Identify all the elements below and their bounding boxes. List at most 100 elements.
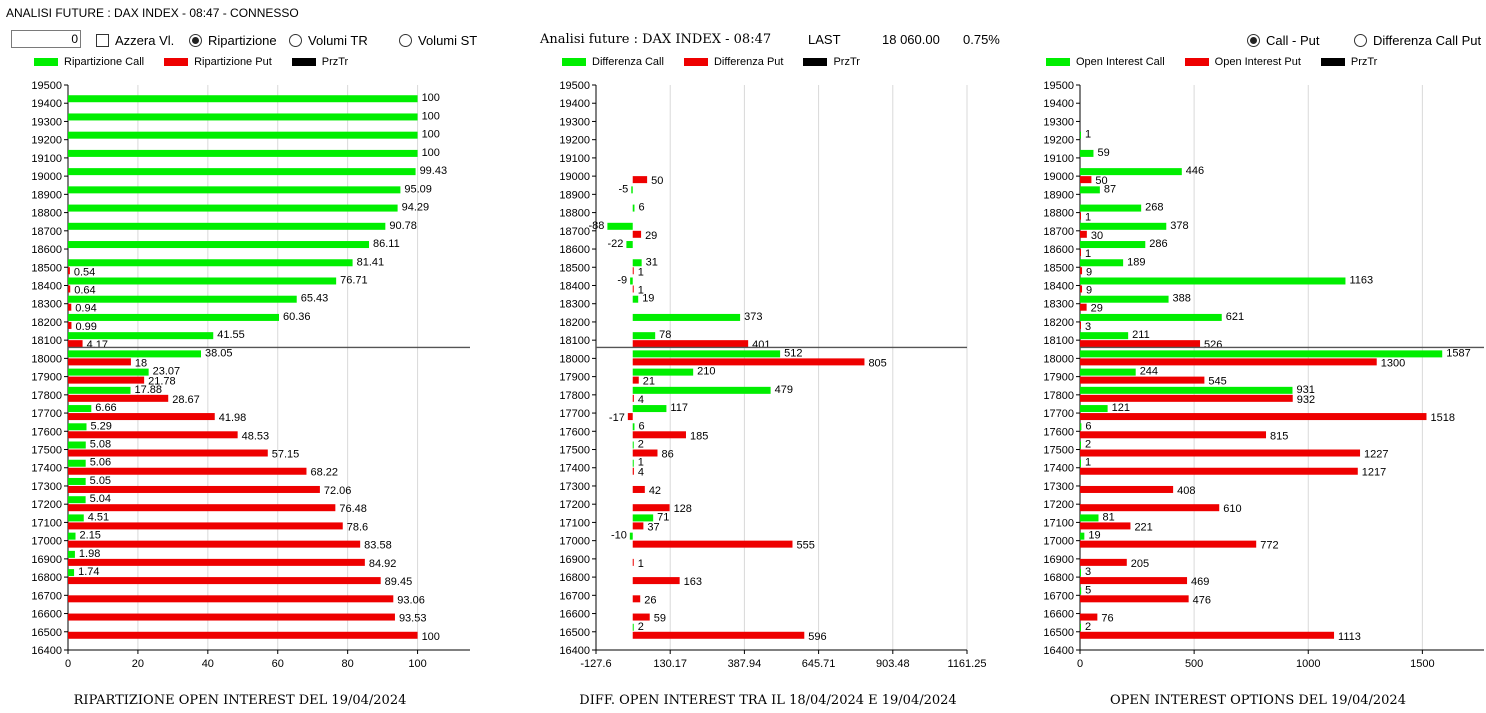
radio-diff-call-put[interactable]: Differenza Call Put	[1354, 33, 1481, 48]
put-bar	[632, 522, 644, 530]
y-tick-label: 17300	[559, 481, 590, 493]
put-value-label: 41.98	[219, 412, 247, 424]
put-value-label: 805	[868, 357, 886, 369]
legend-swatch-put	[1184, 58, 1209, 66]
put-value-label: 526	[1204, 339, 1222, 351]
y-tick-label: 16400	[31, 645, 62, 657]
put-value-label: 4	[638, 394, 644, 406]
call-bar	[632, 332, 656, 340]
radio-selected-icon[interactable]	[189, 34, 202, 47]
y-tick-label: 19300	[1043, 116, 1074, 128]
call-bar	[68, 131, 418, 139]
y-tick-label: 17600	[559, 426, 590, 438]
put-value-label: 68.22	[310, 467, 338, 479]
put-bar	[1080, 631, 1335, 639]
put-bar	[1080, 413, 1427, 421]
put-bar	[68, 413, 215, 421]
y-tick-label: 19300	[31, 116, 62, 128]
put-bar	[68, 522, 343, 530]
call-bar	[1080, 259, 1124, 267]
radio-call-put[interactable]: Call - Put	[1247, 33, 1319, 48]
put-value-label: 1300	[1381, 357, 1405, 369]
radio-ripartizione-label: Ripartizione	[208, 33, 277, 48]
put-bar	[1080, 522, 1131, 530]
y-tick-label: 18300	[559, 299, 590, 311]
y-tick-label: 16600	[559, 609, 590, 621]
call-bar	[631, 186, 633, 194]
put-value-label: 28.67	[172, 394, 200, 406]
put-bar	[1080, 504, 1220, 512]
call-bar	[1080, 186, 1100, 194]
call-value-label: 4.51	[88, 511, 109, 523]
value-input[interactable]: 0	[11, 30, 81, 48]
put-bar	[1080, 558, 1127, 566]
put-value-label: 100	[422, 631, 440, 643]
put-value-label: 610	[1223, 503, 1241, 515]
legend-swatch-call	[1046, 58, 1070, 66]
call-bar	[1080, 623, 1081, 631]
call-bar	[68, 313, 279, 321]
radio-volumi-tr-label: Volumi TR	[308, 33, 368, 48]
put-bar	[68, 449, 268, 457]
put-value-label: 185	[690, 430, 708, 442]
call-value-label: -10	[611, 530, 627, 542]
y-tick-label: 17400	[1043, 463, 1074, 475]
put-bar	[632, 376, 639, 384]
y-tick-label: 17500	[559, 445, 590, 457]
call-bar	[68, 259, 353, 267]
call-value-label: 1.74	[78, 566, 99, 578]
put-value-label: 1518	[1430, 412, 1454, 424]
put-bar	[1080, 285, 1083, 293]
put-bar	[1080, 176, 1092, 184]
y-tick-label: 17600	[1043, 426, 1074, 438]
put-value-label: 1227	[1364, 449, 1388, 461]
put-bar	[1080, 249, 1081, 257]
radio-volumi-st[interactable]: Volumi ST	[399, 33, 477, 48]
call-value-label: 2	[1085, 621, 1091, 633]
put-bar	[1080, 595, 1189, 603]
put-value-label: 59	[654, 613, 666, 625]
y-tick-label: 16500	[31, 627, 62, 639]
call-value-label: 621	[1226, 311, 1244, 323]
put-bar	[632, 467, 634, 475]
call-value-label: 373	[744, 311, 762, 323]
call-value-label: 90.78	[389, 220, 417, 232]
call-value-label: 3	[1085, 566, 1091, 578]
radio-selected-icon[interactable]	[1247, 34, 1260, 47]
radio-icon[interactable]	[399, 34, 412, 47]
put-value-label: 93.53	[399, 613, 427, 625]
reset-checkbox[interactable]: Azzera Vl.	[96, 33, 174, 48]
legend-swatch-przTr	[1320, 58, 1345, 66]
radio-call-put-label: Call - Put	[1266, 33, 1320, 48]
radio-icon[interactable]	[1354, 34, 1367, 47]
y-tick-label: 18700	[1043, 226, 1074, 238]
call-bar	[632, 295, 639, 303]
y-tick-label: 18300	[31, 299, 62, 311]
radio-volumi-st-label: Volumi ST	[418, 33, 478, 48]
call-value-label: 268	[1145, 202, 1163, 214]
call-bar	[68, 95, 418, 103]
y-tick-label: 17300	[1043, 481, 1074, 493]
y-tick-label: 17100	[559, 517, 590, 529]
checkbox-icon[interactable]	[96, 34, 109, 47]
radio-ripartizione[interactable]: Ripartizione	[189, 33, 277, 48]
y-tick-label: 18500	[31, 262, 62, 274]
call-bar	[68, 186, 401, 194]
call-value-label: 95.09	[404, 183, 432, 195]
put-bar	[632, 504, 670, 512]
radio-volumi-tr[interactable]: Volumi TR	[289, 33, 368, 48]
call-bar	[68, 222, 386, 230]
call-value-label: 100	[422, 110, 440, 122]
call-value-label: 100	[422, 147, 440, 159]
y-tick-label: 19400	[31, 98, 62, 110]
chart2-caption: DIFF. OPEN INTEREST TRA IL 18/04/2024 E …	[579, 693, 957, 708]
y-tick-label: 17900	[1043, 372, 1074, 384]
legend-chart3: Open Interest Call Open Interest Put Prz…	[1046, 56, 1377, 68]
radio-icon[interactable]	[289, 34, 302, 47]
put-bar	[632, 613, 650, 621]
y-tick-label: 17200	[1043, 499, 1074, 511]
call-value-label: 94.29	[402, 202, 430, 214]
put-bar	[1080, 613, 1098, 621]
y-tick-label: 18800	[31, 208, 62, 220]
call-value-label: 5.06	[90, 457, 111, 469]
